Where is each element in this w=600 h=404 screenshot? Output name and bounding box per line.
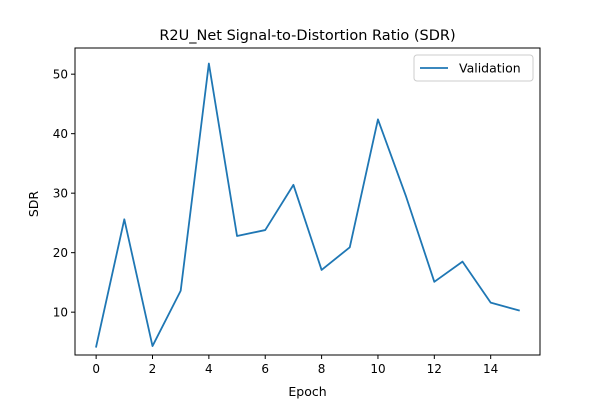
x-tick-label: 4 — [205, 362, 213, 376]
axes-frame — [74, 47, 541, 356]
legend-box — [413, 54, 534, 82]
legend-label-validation: Validation — [459, 61, 521, 76]
y-axis-label: SDR — [26, 191, 41, 218]
y-tick-label: 50 — [53, 68, 68, 82]
legend: Validation — [413, 54, 534, 82]
x-tick-label: 0 — [92, 362, 100, 376]
y-tick-label: 10 — [53, 306, 68, 320]
y-tick-label: 40 — [53, 127, 68, 141]
y-tick-label: 30 — [53, 187, 68, 201]
plot-area: 0 2 4 6 8 10 12 14 10 20 30 40 50 — [53, 47, 541, 376]
x-tick-label: 8 — [318, 362, 326, 376]
x-tick-label: 12 — [427, 362, 442, 376]
x-tick-label: 10 — [370, 362, 385, 376]
x-tick-label: 2 — [149, 362, 157, 376]
chart-title: R2U_Net Signal-to-Distortion Ratio (SDR) — [159, 28, 455, 44]
x-tick-label: 14 — [483, 362, 498, 376]
x-axis-label: Epoch — [288, 384, 326, 399]
x-tick-label: 6 — [261, 362, 269, 376]
series-line-validation — [95, 62, 520, 348]
y-tick-label: 20 — [53, 246, 68, 260]
